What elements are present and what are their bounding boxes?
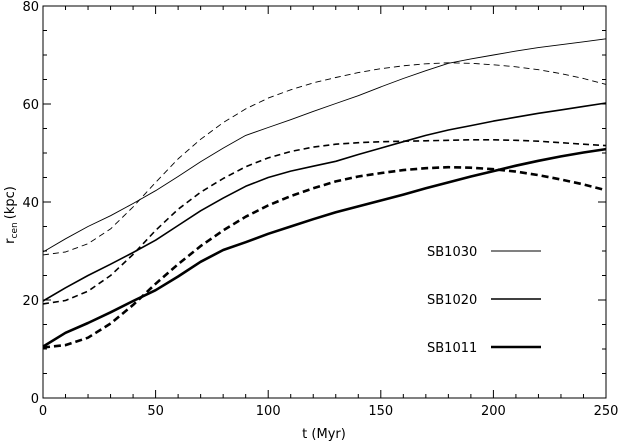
y-tick-label: 60 bbox=[22, 98, 39, 113]
series-line-dashed-thick bbox=[42, 165, 607, 349]
series-line-sb1030 bbox=[42, 38, 607, 253]
y-axis-label-main: r bbox=[3, 238, 18, 244]
y-tick-label: 0 bbox=[31, 392, 39, 407]
series-lines bbox=[42, 38, 607, 349]
y-axis-label-unit: (kpc) bbox=[3, 186, 18, 219]
x-tick-label: 100 bbox=[256, 404, 281, 419]
x-tick-label: 150 bbox=[368, 404, 393, 419]
x-tick-label: 50 bbox=[147, 404, 164, 419]
x-axis-label: t (Myr) bbox=[302, 427, 346, 442]
legend-label-sb1030: SB1030 bbox=[427, 245, 477, 260]
series-line-sb1011 bbox=[42, 147, 607, 348]
legend-label-sb1020: SB1020 bbox=[427, 293, 477, 308]
legend-label-sb1011: SB1011 bbox=[427, 341, 477, 356]
y-axis-label: rcen (kpc) bbox=[3, 186, 20, 244]
y-axis-label-sub: cen bbox=[10, 222, 20, 238]
x-tick-label: 0 bbox=[39, 404, 47, 419]
series-line-sb1020 bbox=[42, 102, 607, 302]
tick-labels: 0 50 100 150 200 250 0 20 40 60 80 bbox=[22, 0, 618, 419]
plot-frame bbox=[42, 5, 607, 399]
legend: SB1030 SB1020 SB1011 bbox=[427, 245, 541, 356]
x-tick-label: 200 bbox=[481, 404, 506, 419]
y-tick-label: 80 bbox=[22, 0, 39, 15]
x-tick-label: 250 bbox=[594, 404, 619, 419]
series-line-dashed-thin bbox=[42, 62, 607, 256]
series-line-dashed-medium bbox=[42, 139, 607, 305]
y-tick-label: 20 bbox=[22, 294, 39, 309]
y-tick-label: 40 bbox=[22, 196, 39, 211]
axes bbox=[42, 5, 607, 399]
